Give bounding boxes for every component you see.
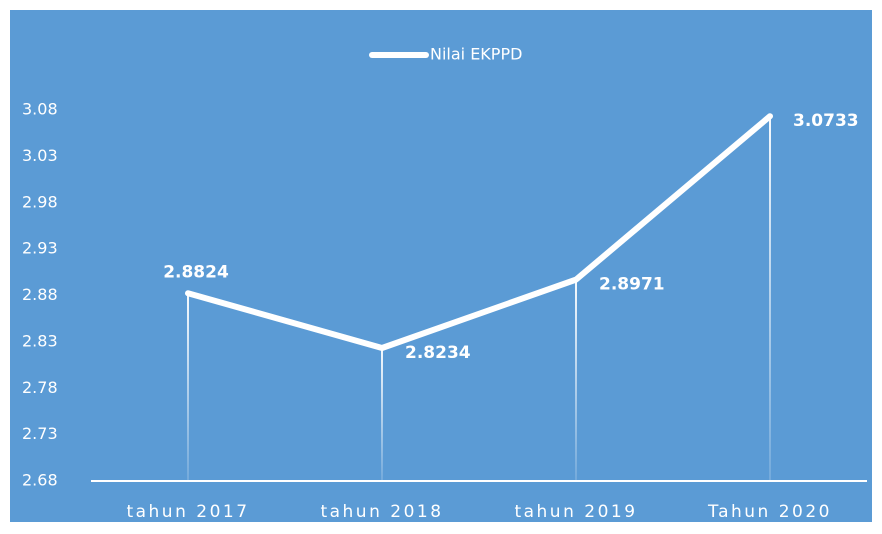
y-tick-label: 2.98 bbox=[22, 192, 58, 211]
data-label: 2.8971 bbox=[599, 275, 665, 295]
drop-line bbox=[769, 116, 771, 482]
x-tick-label: Tahun 2020 bbox=[707, 502, 832, 522]
y-tick-label: 2.88 bbox=[22, 285, 58, 304]
data-label: 3.0733 bbox=[793, 111, 859, 131]
series-line bbox=[185, 113, 773, 351]
y-tick-label: 2.68 bbox=[22, 471, 58, 490]
drop-line bbox=[381, 347, 383, 481]
data-label: 2.8824 bbox=[163, 262, 229, 282]
y-tick-label: 3.08 bbox=[22, 100, 58, 119]
drop-line bbox=[575, 279, 577, 481]
chart-background bbox=[10, 10, 872, 522]
legend-label: Nilai EKPPD bbox=[430, 45, 522, 64]
drop-line bbox=[187, 293, 189, 481]
y-tick-label: 2.93 bbox=[22, 239, 58, 258]
y-tick-label: 2.83 bbox=[22, 331, 58, 350]
data-label: 2.8234 bbox=[405, 343, 471, 363]
x-tick-label: tahun 2019 bbox=[514, 502, 637, 522]
x-tick-label: tahun 2018 bbox=[320, 502, 443, 522]
y-tick-label: 3.03 bbox=[22, 146, 58, 165]
y-tick-label: 2.78 bbox=[22, 378, 58, 397]
x-tick-label: tahun 2017 bbox=[126, 502, 249, 522]
y-tick-label: 2.73 bbox=[22, 424, 58, 443]
